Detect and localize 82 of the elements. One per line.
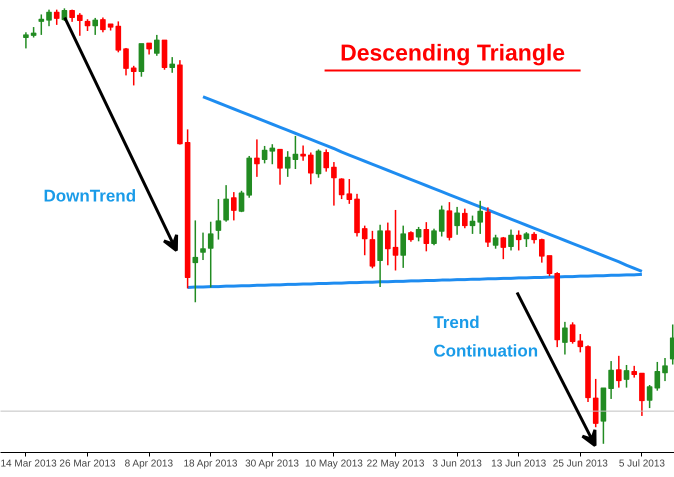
candlestick — [270, 143, 276, 165]
candlestick — [516, 230, 522, 252]
candlestick — [169, 56, 176, 74]
x-tick-label: 22 May 2013 — [366, 458, 425, 470]
candlestick — [400, 224, 406, 269]
candlestick — [262, 145, 268, 164]
candlestick — [308, 152, 314, 186]
candlestick — [323, 148, 330, 172]
candlestick — [277, 148, 283, 186]
x-tick-label: 14 Mar 2013 — [0, 458, 58, 470]
x-tick-label: 18 Apr 2013 — [183, 458, 238, 470]
x-tick-label: 26 Mar 2013 — [59, 458, 116, 470]
candlestick — [454, 206, 460, 236]
x-tick-label: 8 Apr 2013 — [124, 458, 174, 470]
candlestick — [223, 184, 229, 222]
candlestick — [539, 238, 545, 264]
candlestick — [562, 321, 568, 356]
candlestick — [116, 20, 122, 54]
candlestick — [631, 365, 638, 378]
candlestick — [316, 148, 322, 178]
candlestick — [470, 214, 476, 235]
candlestick — [477, 200, 484, 235]
candlestick — [208, 220, 214, 288]
candlestick — [670, 324, 674, 366]
candlestick — [570, 322, 576, 344]
candlestick — [100, 16, 106, 34]
x-tick-label: 10 May 2013 — [305, 458, 364, 470]
candlestick — [546, 254, 552, 277]
candlestick — [662, 357, 668, 382]
candlestick — [284, 150, 291, 178]
candlestick — [416, 226, 422, 242]
candlestick — [23, 32, 29, 50]
candlestick — [616, 355, 622, 388]
candlestick — [646, 384, 652, 409]
candlestick — [54, 8, 60, 26]
candlestick — [338, 177, 344, 200]
candlestick — [92, 17, 98, 36]
candlestick — [130, 65, 137, 86]
candlestick — [216, 198, 222, 240]
candlestick — [292, 135, 298, 170]
candlestick — [408, 230, 414, 242]
candlestick — [346, 178, 352, 205]
candlestick — [508, 228, 514, 252]
candlestick — [300, 144, 306, 162]
candlestick — [331, 161, 337, 206]
candlestick — [578, 333, 584, 354]
candlestick — [238, 190, 244, 213]
candlestick — [192, 220, 198, 304]
candlestick — [431, 228, 437, 246]
annotation: DownTrend — [44, 186, 136, 206]
candlestick — [77, 12, 83, 37]
candlestick — [362, 224, 368, 256]
x-tick-label: 25 Jun 2013 — [552, 458, 608, 470]
text: Descending Triangle — [340, 40, 566, 66]
candlestick — [231, 191, 237, 222]
candlestick — [30, 26, 36, 38]
candlestick — [46, 8, 52, 27]
candlestick — [84, 18, 90, 32]
x-tick-label: 13 Jun 2013 — [491, 458, 547, 470]
candlestick — [254, 138, 260, 178]
candlestick — [462, 208, 468, 229]
candlestick — [154, 34, 160, 57]
candlestick — [392, 209, 398, 272]
candlestick — [654, 361, 660, 392]
candlestick — [524, 231, 530, 248]
candlestick — [608, 360, 614, 400]
x-tick-label: 3 Jun 2013 — [432, 458, 482, 470]
candlestick — [123, 47, 129, 76]
x-tick-label: 30 Apr 2013 — [245, 458, 300, 470]
candlestick — [69, 8, 75, 23]
candlestick — [385, 222, 391, 266]
candlestick — [200, 232, 206, 261]
x-tick-label: 5 Jul 2013 — [618, 458, 666, 470]
candlestick — [500, 236, 506, 260]
candlestick — [492, 234, 498, 250]
candlestick — [438, 204, 445, 238]
candlestick — [424, 221, 430, 252]
candlestick — [38, 14, 44, 36]
annotation: Trend Continuation — [433, 313, 538, 360]
candlestick — [531, 231, 537, 244]
candlestick — [146, 42, 152, 56]
candlestick — [624, 364, 630, 388]
